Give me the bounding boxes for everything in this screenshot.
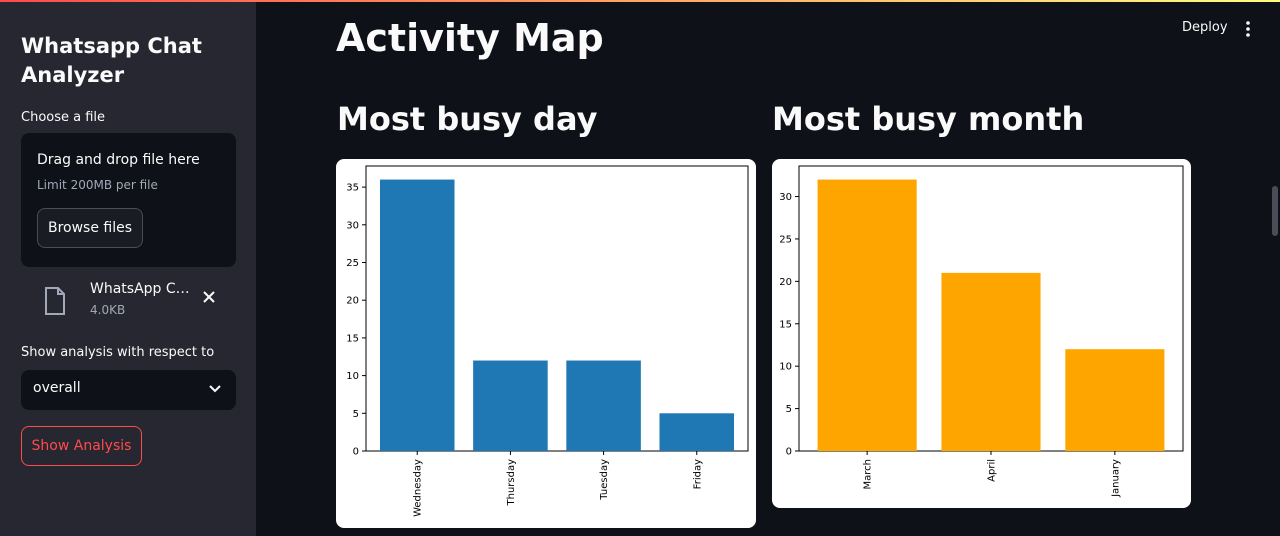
dropzone-limit: Limit 200MB per file: [37, 178, 158, 192]
y-tick-label: 15: [779, 319, 792, 330]
select-value: overall: [33, 380, 81, 396]
x-tick-label: Friday: [692, 459, 703, 489]
file-uploader-label: Choose a file: [21, 110, 106, 125]
busy-day-chart: 0 5 10 15 20 25 30 35 Wednesday Thursday Tuesday Fr…: [346, 165, 749, 517]
bar-january: [1065, 349, 1165, 451]
y-tick-label: 5: [786, 404, 792, 415]
y-tick-label: 10: [779, 362, 792, 373]
select-label: Show analysis with respect to: [21, 345, 215, 360]
file-icon: [45, 287, 65, 315]
y-tick-label: 10: [346, 371, 359, 382]
page-title: Activity Map: [336, 16, 604, 60]
y-tick-label: 25: [346, 258, 359, 269]
y-tick-label: 30: [779, 192, 792, 203]
busy-day-title: Most busy day: [337, 100, 598, 138]
x-tick-label: Wednesday: [413, 459, 424, 517]
busy-month-title: Most busy month: [772, 100, 1085, 138]
kebab-menu-icon[interactable]: [1243, 20, 1253, 38]
plot-frame: [365, 165, 749, 452]
bar-april: [941, 272, 1041, 451]
uploaded-file-size: 4.0KB: [90, 303, 126, 317]
show-analysis-button[interactable]: Show Analysis: [21, 426, 142, 466]
x-tick-label: March: [863, 459, 874, 489]
busy-month-chart-card: 0 5 10 15 20 25 30 March April January: [772, 159, 1191, 508]
bar-march: [817, 179, 917, 452]
y-tick-label: 35: [346, 183, 359, 194]
y-tick-label: 25: [779, 234, 792, 245]
file-dropzone[interactable]: Drag and drop file here Limit 200MB per …: [21, 133, 236, 267]
y-tick-label: 30: [346, 220, 359, 231]
y-tick-label: 0: [786, 447, 792, 458]
busy-month-chart: 0 5 10 15 20 25 30 March April January: [779, 165, 1184, 498]
y-tick-label: 15: [346, 333, 359, 344]
close-icon[interactable]: [201, 289, 217, 305]
bar-wednesday: [379, 179, 455, 452]
x-tick-label: Tuesday: [599, 459, 610, 501]
page-scrollbar[interactable]: [1272, 186, 1278, 236]
y-tick-label: 20: [779, 277, 792, 288]
bar-tuesday: [566, 360, 641, 451]
busy-day-chart-card: 0 5 10 15 20 25 30 35 Wednesday Thursday Tuesday Fr…: [336, 159, 756, 528]
sidebar: Whatsapp Chat Analyzer Choose a file Dra…: [0, 2, 256, 536]
uploaded-file: WhatsApp Chat with... 4.0KB: [21, 281, 236, 325]
deploy-button[interactable]: Deploy: [1182, 20, 1228, 35]
x-tick-label: April: [987, 459, 998, 482]
x-tick-label: Thursday: [506, 459, 517, 507]
bar-friday: [659, 413, 735, 451]
y-tick-label: 5: [353, 409, 359, 420]
bar-thursday: [473, 360, 548, 451]
y-tick-label: 20: [346, 296, 359, 307]
x-tick-label: January: [1110, 459, 1121, 498]
dropzone-title: Drag and drop file here: [37, 152, 200, 168]
y-tick-label: 0: [353, 447, 359, 458]
uploaded-file-name: WhatsApp Chat with...: [90, 281, 198, 297]
analysis-user-select[interactable]: overall: [21, 370, 236, 410]
top-accent-line: [0, 0, 1280, 2]
app-title: Whatsapp Chat Analyzer: [21, 34, 202, 87]
chevron-down-icon: [209, 385, 221, 393]
browse-files-button[interactable]: Browse files: [37, 208, 143, 248]
